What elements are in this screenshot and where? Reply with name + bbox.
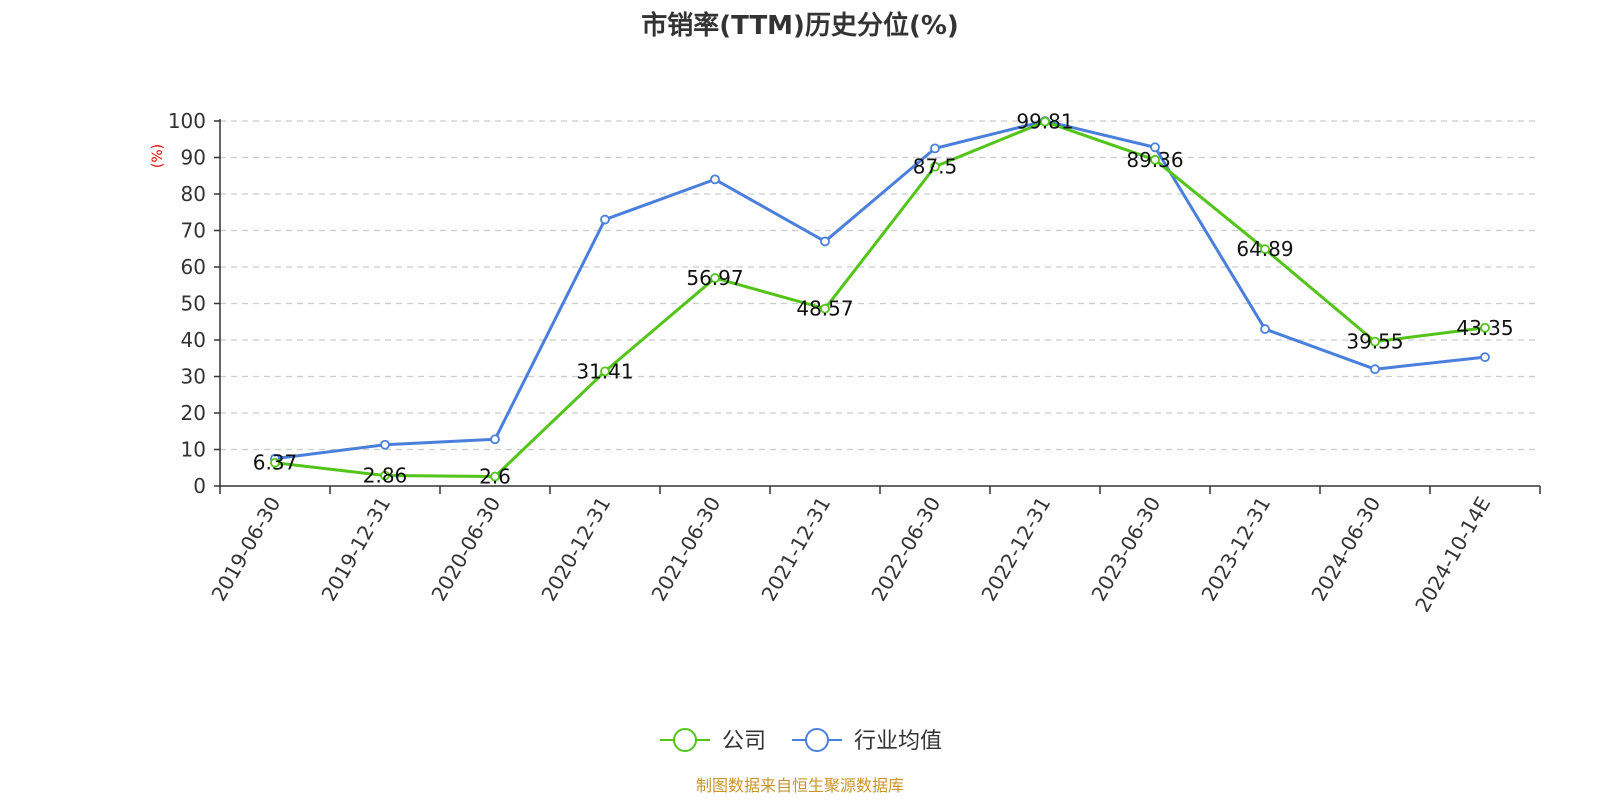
x-tick-label: 2020-12-31 [536, 493, 615, 606]
y-tick-label: 80 [181, 182, 206, 206]
x-tick-label: 2021-12-31 [756, 493, 835, 606]
data-point[interactable] [380, 439, 390, 450]
y-tick-label: 20 [181, 401, 206, 425]
data-label: 64.89 [1236, 237, 1293, 261]
data-point[interactable] [1260, 324, 1270, 334]
data-point[interactable] [1260, 244, 1270, 255]
data-label: 56.97 [686, 266, 743, 290]
series-industry-average [270, 116, 1490, 464]
data-point[interactable] [1150, 154, 1160, 165]
x-tick-label: 2019-06-30 [206, 493, 285, 606]
y-tick-label: 30 [181, 365, 206, 389]
x-tick-label: 2021-06-30 [646, 493, 725, 606]
chart-title: 市销率(TTM)历史分位(%) [641, 10, 959, 41]
y-tick-label: 100 [168, 109, 206, 133]
y-tick-label: 60 [181, 255, 206, 279]
x-tick-label: 2020-06-30 [426, 493, 505, 606]
y-tick-label: 90 [181, 146, 206, 170]
legend[interactable]: 公司 行业均值 [660, 728, 942, 754]
data-point[interactable] [270, 457, 280, 468]
data-label: 6.37 [253, 451, 298, 475]
data-point[interactable] [490, 471, 500, 482]
data-point[interactable] [710, 174, 720, 185]
data-point[interactable] [600, 214, 610, 225]
data-point[interactable] [600, 366, 610, 377]
data-point[interactable] [820, 236, 830, 247]
axes: 0 10 20 30 40 50 60 70 80 90 100 2019-06-30 2019-12-… [168, 109, 1541, 617]
y-tick-label: 50 [181, 292, 206, 316]
legend-item-company[interactable]: 公司 [660, 728, 766, 754]
legend-marker [805, 728, 829, 752]
series-company [270, 116, 1490, 482]
data-point[interactable] [930, 161, 940, 172]
legend-item-industry-average[interactable]: 行业均值 [792, 728, 942, 754]
x-tick-label: 2024-10-14E [1410, 493, 1495, 617]
y-tick-label: 10 [181, 438, 206, 462]
data-label: 2.6 [479, 465, 511, 489]
series-line [274, 119, 1486, 461]
data-point[interactable] [1150, 142, 1160, 153]
data-point[interactable] [380, 470, 390, 481]
data-labels: 6.37 2.86 2.6 31.41 56.97 48.57 87.5 99.81 89.36… [253, 110, 1514, 489]
source-note: 制图数据来自恒生聚源数据库 [696, 776, 904, 795]
data-label: 99.81 [1016, 110, 1073, 134]
data-label: 43.35 [1456, 316, 1513, 340]
data-point[interactable] [1480, 352, 1490, 363]
data-label: 87.5 [913, 155, 958, 179]
data-label: 2.86 [363, 464, 408, 488]
series-line [274, 120, 1486, 479]
data-point[interactable] [1480, 322, 1490, 333]
data-label: 89.36 [1126, 148, 1183, 172]
data-point[interactable] [1370, 364, 1380, 375]
data-point[interactable] [1370, 336, 1380, 347]
data-label: 48.57 [796, 297, 853, 321]
data-point[interactable] [820, 303, 830, 314]
data-label: 31.41 [576, 359, 633, 383]
x-tick-label: 2022-06-30 [866, 493, 945, 606]
series-layer [270, 116, 1490, 482]
x-tick-label: 2023-06-30 [1086, 493, 1165, 606]
data-point[interactable] [490, 434, 500, 445]
x-tick-label: 2024-06-30 [1306, 493, 1385, 606]
legend-label: 行业均值 [854, 729, 942, 754]
y-tick-label: 40 [181, 328, 206, 352]
y-axis-label: (%) [150, 144, 166, 168]
grid [220, 120, 1540, 451]
legend-marker [673, 728, 697, 752]
data-point[interactable] [1040, 116, 1050, 127]
x-tick-label: 2019-12-31 [316, 493, 395, 606]
x-tick-label: 2023-12-31 [1196, 493, 1275, 606]
y-tick-label: 0 [193, 474, 206, 498]
legend-label: 公司 [722, 729, 766, 754]
data-label: 39.55 [1346, 330, 1403, 354]
data-point[interactable] [710, 273, 720, 283]
y-tick-label: 70 [181, 219, 206, 243]
x-tick-label: 2022-12-31 [976, 493, 1055, 606]
data-point[interactable] [930, 143, 940, 154]
